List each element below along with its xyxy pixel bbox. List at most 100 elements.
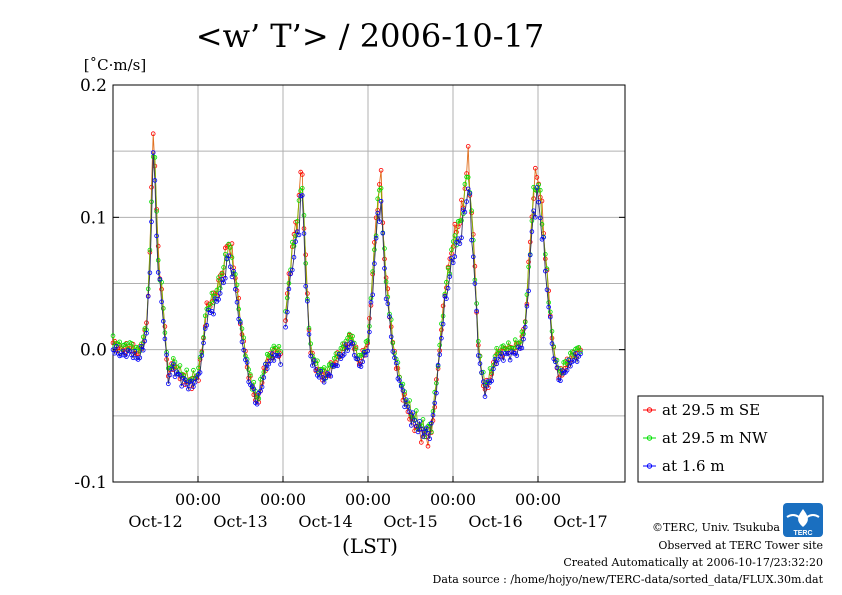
series-point [526,264,531,270]
series-point [467,191,473,196]
x-tick-date-label: Oct-14 [298,512,352,531]
series-point [204,322,210,328]
legend-swatch-marker [646,407,653,413]
series-point [360,359,366,365]
series-point [191,367,196,373]
series-point [539,221,545,227]
series-point [494,345,500,351]
series-point [150,131,156,137]
series-point [383,279,389,285]
series-point [494,361,500,367]
series-point [132,348,138,354]
series-point [166,381,171,387]
series-point [335,363,340,369]
series-point [549,341,555,346]
series-point [472,263,478,269]
series-point [475,353,481,358]
series-point [398,383,404,389]
series-point [469,208,474,214]
series-point [524,292,530,297]
series-point [491,366,496,372]
series-point [437,342,443,348]
series-point [365,348,371,354]
series-point [434,380,439,386]
legend-label: at 1.6 m [662,457,725,475]
series-point [445,285,451,291]
series-point [177,363,183,368]
series-point [534,185,540,190]
series-line [112,133,581,447]
series-point [276,352,282,358]
series-point [179,383,185,389]
series-point [372,247,377,253]
series-point [576,345,582,350]
series-point [201,340,206,346]
plot-frame [112,84,626,483]
series-point [447,274,453,279]
series-point [573,351,578,356]
series-point [378,198,384,204]
series-point [413,423,419,429]
series-point [346,344,352,350]
series-point [512,337,518,343]
series-point [209,290,215,296]
series-point [459,235,464,241]
series-point [474,308,479,314]
series-point [202,313,208,319]
series-point [149,184,154,190]
series-point [157,276,163,282]
series-point [256,396,262,401]
x-tick-time-label: 00:00 [430,490,476,509]
series-point [507,357,513,363]
y-tick-label: -0.1 [74,473,107,493]
series-point [159,299,164,305]
chart-title: <w’ T’> / 2006-10-17 [196,17,545,55]
series-point [452,254,458,259]
series-point [457,241,463,246]
series-point [527,252,533,258]
series-point [450,260,456,266]
series-point [385,301,391,307]
x-tick-date-label: Oct-16 [468,512,522,531]
series-point [382,266,387,271]
series-point [310,363,315,368]
series-point [127,348,133,354]
series-point [259,384,265,390]
series-point [383,296,389,302]
x-tick-time-label: 00:00 [345,490,391,509]
series-point [299,172,305,177]
series-point [452,221,458,227]
series-point [372,261,377,266]
series-point [305,298,310,304]
series-point [378,168,384,173]
series-point [417,418,422,424]
series-point [402,404,407,410]
series-point [477,361,483,366]
series-point [120,348,126,354]
series-point [440,321,446,327]
series-point [289,267,295,273]
series-point [531,208,536,214]
series-point [184,381,190,387]
series-point [144,330,149,336]
legend-swatch-marker [646,435,653,441]
series-point [169,366,174,372]
legend-swatch-marker [646,463,653,469]
series-point [454,229,459,235]
series-point [299,186,305,191]
series-point [427,436,433,442]
series-point [345,348,350,353]
series-point [293,239,298,244]
series-point [393,360,399,366]
series-point [288,271,293,277]
series-point [184,367,190,373]
series-point [418,426,424,432]
terc-logo: TERC [783,503,823,537]
series-point [291,254,297,260]
series-point [470,254,476,260]
series-point [378,186,384,191]
series-point [124,354,129,359]
series-point [452,233,458,238]
series-point [469,237,474,243]
series-point [465,186,471,192]
